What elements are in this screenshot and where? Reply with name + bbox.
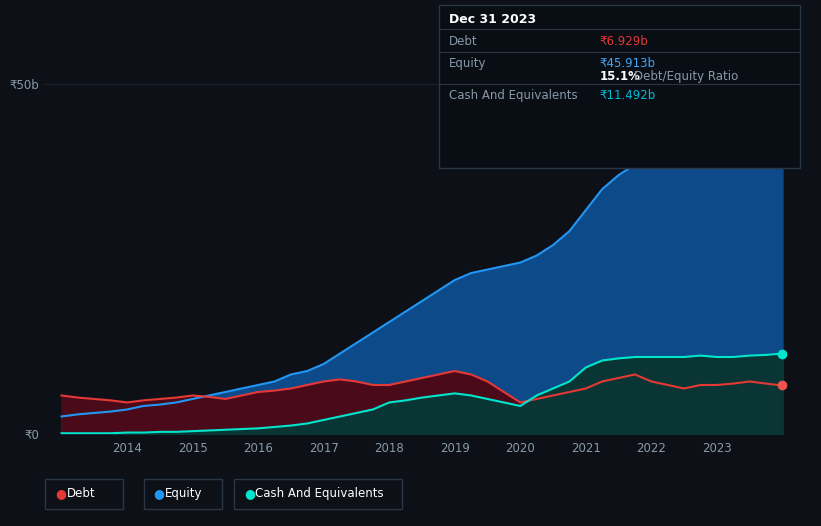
Text: ●: ● (55, 488, 66, 500)
Text: Cash And Equivalents: Cash And Equivalents (449, 89, 578, 102)
Text: Dec 31 2023: Dec 31 2023 (449, 14, 536, 26)
Text: 15.1%: 15.1% (599, 70, 640, 83)
Text: Debt/Equity Ratio: Debt/Equity Ratio (634, 70, 738, 83)
Text: Debt: Debt (67, 488, 95, 500)
Text: ₹6.929b: ₹6.929b (599, 35, 648, 47)
Text: ₹11.492b: ₹11.492b (599, 89, 656, 102)
Text: ₹45.913b: ₹45.913b (599, 57, 655, 69)
Text: ●: ● (154, 488, 164, 500)
Text: Cash And Equivalents: Cash And Equivalents (255, 488, 384, 500)
Text: Equity: Equity (449, 57, 487, 69)
Text: Equity: Equity (165, 488, 203, 500)
Text: Debt: Debt (449, 35, 478, 47)
Text: ●: ● (244, 488, 255, 500)
